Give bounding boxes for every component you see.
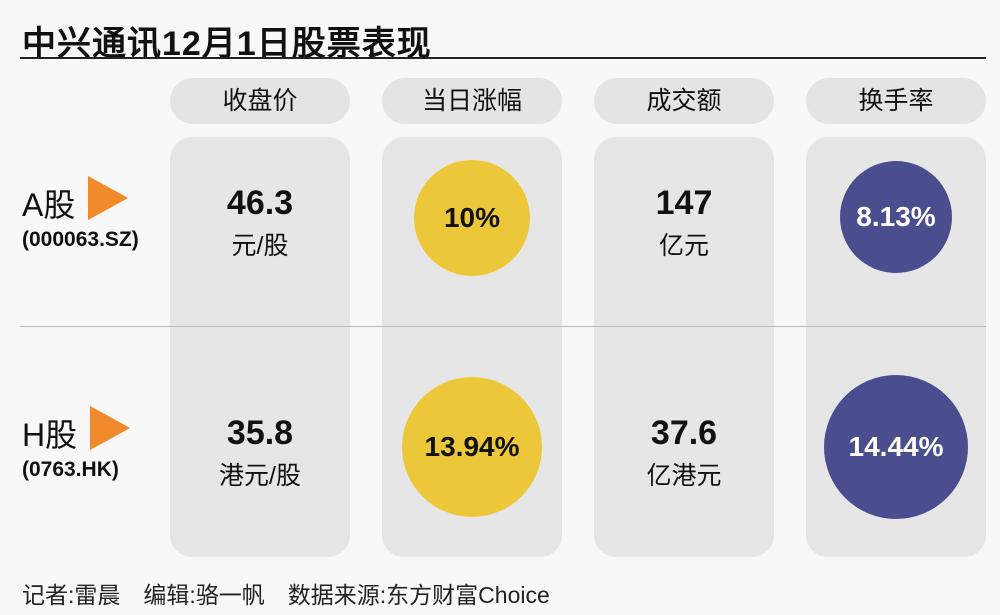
change-circle-a: 10% xyxy=(414,160,530,276)
turnover-circle-a: 8.13% xyxy=(840,161,952,273)
price-a: 46.3 xyxy=(226,184,294,222)
change-circle-h: 13.94% xyxy=(402,377,542,517)
header-volume: 成交额 xyxy=(594,78,774,124)
row-code-a: (000063.SZ) xyxy=(22,228,139,251)
turnover-circle-h: 14.44% xyxy=(824,375,968,519)
row-label-h: H股 xyxy=(22,417,78,453)
price-unit-a: 元/股 xyxy=(231,232,289,260)
row-code-h: (0763.HK) xyxy=(22,458,119,481)
volume-unit-h: 亿港元 xyxy=(646,462,722,490)
arrow-icon xyxy=(90,406,130,450)
title-rule xyxy=(20,57,986,59)
row-label-a: A股 xyxy=(22,187,76,223)
page-title: 中兴通讯12月1日股票表现 xyxy=(22,25,432,63)
header-price: 收盘价 xyxy=(170,78,350,124)
price-h: 35.8 xyxy=(226,414,294,452)
price-unit-h: 港元/股 xyxy=(219,462,301,490)
volume-h: 37.6 xyxy=(650,414,718,452)
volume-column xyxy=(594,137,774,557)
credits-footer: 记者:雷晨 编辑:骆一帆 数据来源:东方财富Choice xyxy=(22,582,550,608)
volume-a: 147 xyxy=(655,184,713,222)
row-divider xyxy=(20,326,986,327)
header-change: 当日涨幅 xyxy=(382,78,562,124)
header-turnover: 换手率 xyxy=(806,78,986,124)
volume-unit-a: 亿元 xyxy=(658,232,709,260)
arrow-icon xyxy=(88,176,128,220)
price-column xyxy=(170,137,350,557)
